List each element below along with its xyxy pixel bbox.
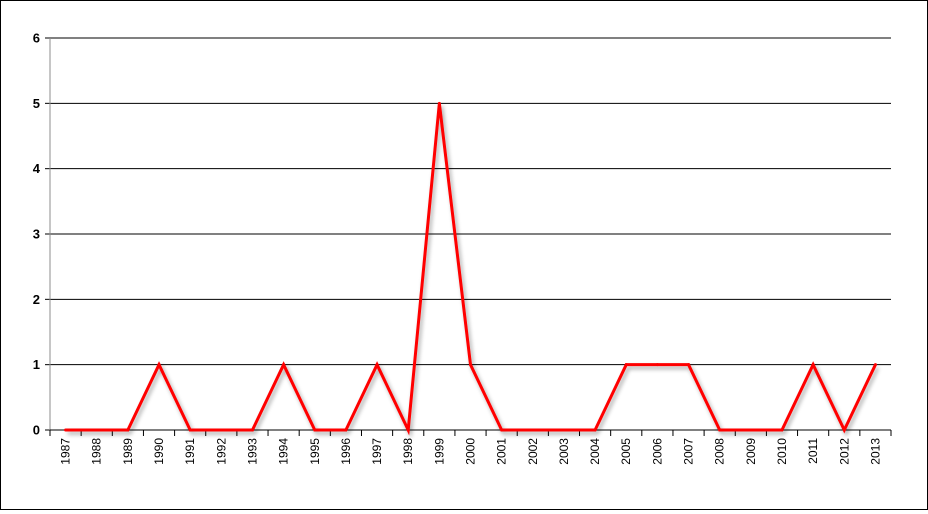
x-tick-label: 1994 — [277, 438, 291, 465]
x-tick-label: 1991 — [183, 438, 197, 465]
data-point-1998 — [406, 428, 410, 432]
x-tick-label: 2001 — [495, 438, 509, 465]
data-point-2000 — [469, 363, 472, 367]
x-tick-label: 1987 — [59, 438, 73, 465]
data-point-1988 — [95, 428, 99, 432]
x-tick-label: 1993 — [245, 438, 259, 465]
y-tick-label: 5 — [33, 96, 40, 111]
x-tick-label: 1998 — [401, 438, 415, 465]
y-tick-label: 0 — [33, 423, 40, 438]
data-point-2008 — [718, 428, 722, 432]
x-tick-label: 1992 — [214, 438, 228, 465]
x-tick-label: 1995 — [308, 438, 322, 465]
x-tick-label: 1996 — [339, 438, 353, 465]
series-group — [64, 101, 877, 436]
data-point-1993 — [250, 428, 254, 432]
gridlines — [50, 37, 891, 366]
x-tick-label: 1997 — [370, 438, 384, 465]
data-point-2007 — [687, 363, 691, 367]
data-point-1994 — [282, 363, 286, 367]
axes — [45, 37, 892, 436]
data-point-2004 — [593, 428, 597, 432]
y-tick-label: 2 — [33, 292, 40, 307]
x-tick-label: 2005 — [619, 438, 633, 465]
y-tick-label: 4 — [33, 161, 41, 176]
x-tick-label: 2002 — [526, 438, 540, 465]
x-tick-label: 2006 — [650, 438, 664, 465]
x-tick-label: 1999 — [432, 438, 446, 465]
x-tick-label: 2010 — [775, 438, 789, 465]
x-tick-label: 2008 — [713, 438, 727, 465]
data-point-2012 — [842, 428, 846, 432]
y-axis-tick-labels: 0 1 2 3 4 5 6 — [33, 31, 41, 438]
x-tick-label: 2007 — [682, 438, 696, 465]
data-point-2013 — [873, 363, 877, 367]
y-tick-label: 3 — [33, 227, 40, 242]
data-point-2005 — [624, 363, 628, 367]
x-tick-label: 2004 — [588, 438, 602, 465]
x-tick-label: 1988 — [90, 438, 104, 465]
series-line — [65, 103, 877, 436]
x-tick-label: 1989 — [121, 438, 135, 465]
data-point-1995 — [313, 428, 317, 432]
data-point-2003 — [562, 428, 566, 432]
x-tick-label: 2012 — [837, 438, 851, 465]
data-point-2006 — [655, 363, 659, 367]
data-point-1996 — [344, 428, 348, 432]
data-point-1990 — [157, 363, 161, 367]
x-axis-tick-labels: 1987 1988 1989 1990 1991 1992 1993 1994 1995 1996… — [59, 438, 883, 465]
x-tick-label: 1990 — [152, 438, 166, 465]
data-point-1999 — [437, 101, 441, 105]
data-point-1997 — [375, 363, 379, 367]
y-tick-label: 1 — [33, 357, 40, 372]
y-tick-label: 6 — [33, 31, 40, 46]
data-point-1992 — [219, 428, 223, 432]
data-point-1991 — [188, 428, 192, 432]
x-tick-label: 2003 — [557, 438, 571, 465]
data-point-2002 — [531, 428, 535, 432]
data-point-2011 — [811, 363, 815, 367]
x-tick-label: 2013 — [868, 438, 882, 465]
data-point-2001 — [500, 428, 504, 432]
data-point-1987 — [64, 428, 68, 432]
x-tick-label: 2000 — [464, 438, 478, 465]
data-point-2010 — [780, 428, 784, 432]
data-point-2009 — [749, 428, 753, 432]
x-tick-label: 2011 — [806, 438, 820, 464]
x-tick-label: 2009 — [744, 438, 758, 465]
data-point-1989 — [126, 428, 130, 432]
